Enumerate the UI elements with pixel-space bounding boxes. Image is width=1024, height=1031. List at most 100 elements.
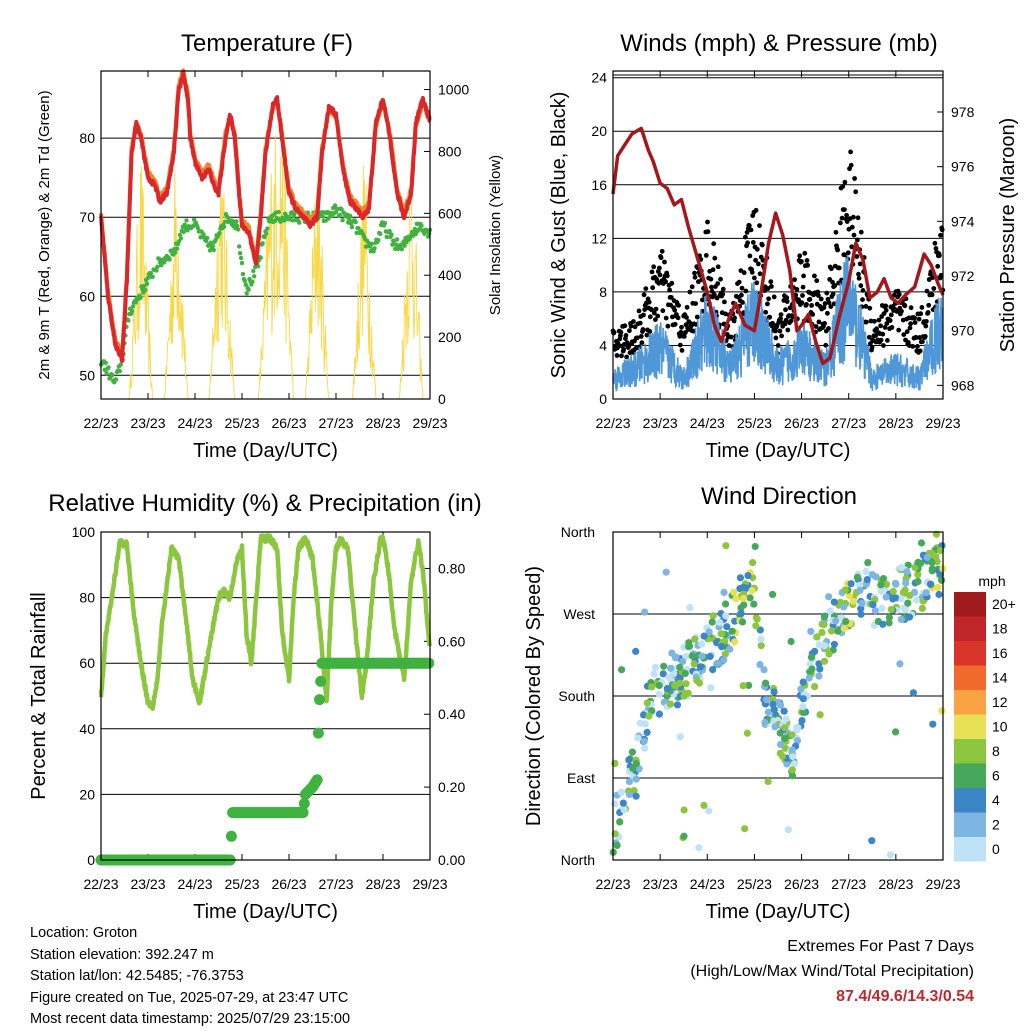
direction-point <box>811 683 819 691</box>
gust-point <box>832 283 838 288</box>
gust-point <box>750 240 756 245</box>
dewpoint-point <box>276 209 281 215</box>
gust-point <box>912 320 918 325</box>
gust-point <box>794 287 800 292</box>
gust-point <box>824 290 830 296</box>
gust-point <box>773 335 779 341</box>
direction-point <box>745 681 753 690</box>
gust-point <box>809 303 814 308</box>
panel3-ytick-label: 60 <box>79 655 95 671</box>
direction-point <box>613 841 621 850</box>
direction-point <box>731 617 739 625</box>
direction-point <box>780 707 788 715</box>
direction-point <box>815 641 823 649</box>
gust-point <box>919 305 925 310</box>
figure-created: Figure created on Tue, 2025-07-29, at 23… <box>30 989 349 1006</box>
direction-point <box>917 539 926 547</box>
gust-point <box>848 162 854 168</box>
panel1-ytick-label: 70 <box>79 209 95 225</box>
gust-point <box>783 317 789 323</box>
gust-point <box>932 240 938 246</box>
dewpoint-point <box>422 231 427 236</box>
panel4-xtick-label: 23/23 <box>643 876 678 892</box>
precip-point <box>298 798 310 809</box>
gust-point <box>785 327 791 333</box>
legend-swatch <box>954 592 986 617</box>
dewpoint-point <box>182 222 187 227</box>
gust-point <box>799 259 804 264</box>
direction-point <box>628 748 637 756</box>
direction-point <box>616 818 624 826</box>
direction-point <box>663 684 671 693</box>
dewpoint-point <box>292 211 297 216</box>
direction-point <box>862 567 870 576</box>
gust-point <box>931 286 937 291</box>
panel3-ytick-right-label: 0.80 <box>438 560 465 576</box>
gust-point <box>918 311 924 317</box>
gust-point <box>757 271 763 277</box>
direction-point <box>764 777 772 786</box>
gust-point <box>858 283 864 289</box>
direction-point <box>684 689 692 697</box>
direction-point <box>611 800 619 808</box>
legend-swatch <box>954 837 986 862</box>
panel1-ytick-right-label: 200 <box>438 329 462 345</box>
direction-point <box>918 604 927 613</box>
panel2-xtick-label: 26/23 <box>784 415 819 431</box>
panel2-ytick-label: 24 <box>591 70 607 86</box>
direction-point <box>736 574 745 582</box>
extremes-subtitle: (High/Low/Max Wind/Total Precipitation) <box>690 963 974 980</box>
dewpoint-point <box>167 257 172 262</box>
dewpoint-point <box>155 264 160 269</box>
gust-point <box>856 275 862 281</box>
dewpoint-point <box>239 260 245 266</box>
gust-point <box>759 242 765 248</box>
legend-label: 2 <box>992 817 1000 833</box>
dewpoint-point <box>402 243 407 248</box>
gust-point <box>743 234 748 240</box>
station-info: Location: Groton Station elevation: 392.… <box>30 923 350 1031</box>
gust-point <box>840 184 846 189</box>
direction-point <box>800 708 808 717</box>
gust-point <box>801 273 806 279</box>
gust-point <box>641 312 646 318</box>
gust-point <box>838 220 843 226</box>
gust-point <box>640 327 646 332</box>
direction-point <box>887 606 895 614</box>
panel3-ytick-right-label: 0.60 <box>438 633 465 649</box>
dewpoint-point <box>372 246 377 251</box>
direction-point <box>857 605 865 613</box>
panel2-xtick-label: 22/23 <box>595 415 630 431</box>
gust-point <box>842 207 847 213</box>
panel3-ytick-right-label: 0.00 <box>438 852 465 868</box>
dewpoint-point <box>106 365 111 370</box>
precip-point <box>315 675 327 687</box>
direction-point <box>641 720 649 728</box>
direction-point <box>655 690 663 698</box>
legend-swatch <box>954 739 986 764</box>
direction-point <box>698 652 706 660</box>
dewpoint-point <box>118 362 123 367</box>
direction-point <box>830 598 838 606</box>
direction-point <box>798 717 806 725</box>
legend-title: mph <box>978 573 1005 589</box>
direction-point <box>864 559 872 567</box>
panel3-title: Relative Humidity (%) & Precipitation (i… <box>48 490 481 517</box>
gust-point <box>807 296 813 302</box>
direction-point <box>709 612 717 620</box>
panel3-ytick-label: 0 <box>87 852 95 868</box>
direction-point <box>856 586 864 595</box>
direction-point <box>868 837 876 845</box>
gust-point <box>860 297 865 302</box>
precip-point <box>312 727 324 739</box>
gust-point <box>880 331 886 337</box>
gust-point <box>816 293 821 298</box>
direction-point <box>914 558 922 567</box>
legend-swatch <box>954 641 986 666</box>
gust-point <box>711 241 717 247</box>
direction-point <box>788 766 797 774</box>
direction-point <box>825 650 833 658</box>
direction-point <box>732 595 740 603</box>
direction-point <box>739 583 748 591</box>
direction-point <box>619 799 627 807</box>
